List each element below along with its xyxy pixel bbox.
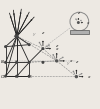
Circle shape bbox=[42, 62, 44, 63]
Text: $x$: $x$ bbox=[86, 20, 91, 26]
Circle shape bbox=[28, 44, 30, 45]
Text: $O$: $O$ bbox=[14, 58, 19, 65]
Circle shape bbox=[28, 62, 30, 63]
Text: $A$: $A$ bbox=[13, 32, 17, 39]
Circle shape bbox=[5, 46, 6, 47]
Text: $x$: $x$ bbox=[87, 74, 92, 80]
Text: $x$: $x$ bbox=[68, 58, 73, 64]
Text: $y$: $y$ bbox=[46, 44, 50, 51]
Circle shape bbox=[16, 62, 18, 63]
Text: $C_3$: $C_3$ bbox=[27, 74, 33, 81]
Circle shape bbox=[5, 75, 6, 77]
Text: $z$: $z$ bbox=[77, 10, 81, 16]
Text: $z$: $z$ bbox=[75, 59, 79, 65]
Circle shape bbox=[16, 75, 18, 77]
Text: $x$: $x$ bbox=[55, 46, 60, 52]
Circle shape bbox=[28, 75, 30, 77]
Text: $C_2$: $C_2$ bbox=[14, 74, 20, 81]
Text: $z$: $z$ bbox=[55, 43, 59, 49]
Circle shape bbox=[78, 22, 79, 23]
Text: $y$: $y$ bbox=[66, 60, 70, 67]
Circle shape bbox=[75, 76, 77, 78]
Text: $B_1$: $B_1$ bbox=[0, 59, 6, 66]
Text: $C_1$: $C_1$ bbox=[0, 74, 6, 81]
Text: $y$: $y$ bbox=[32, 31, 36, 38]
Circle shape bbox=[16, 35, 18, 37]
Circle shape bbox=[5, 62, 6, 63]
Circle shape bbox=[42, 48, 44, 49]
Bar bbox=[70, 30, 89, 34]
Text: $z$: $z$ bbox=[41, 30, 46, 36]
Circle shape bbox=[56, 60, 58, 62]
